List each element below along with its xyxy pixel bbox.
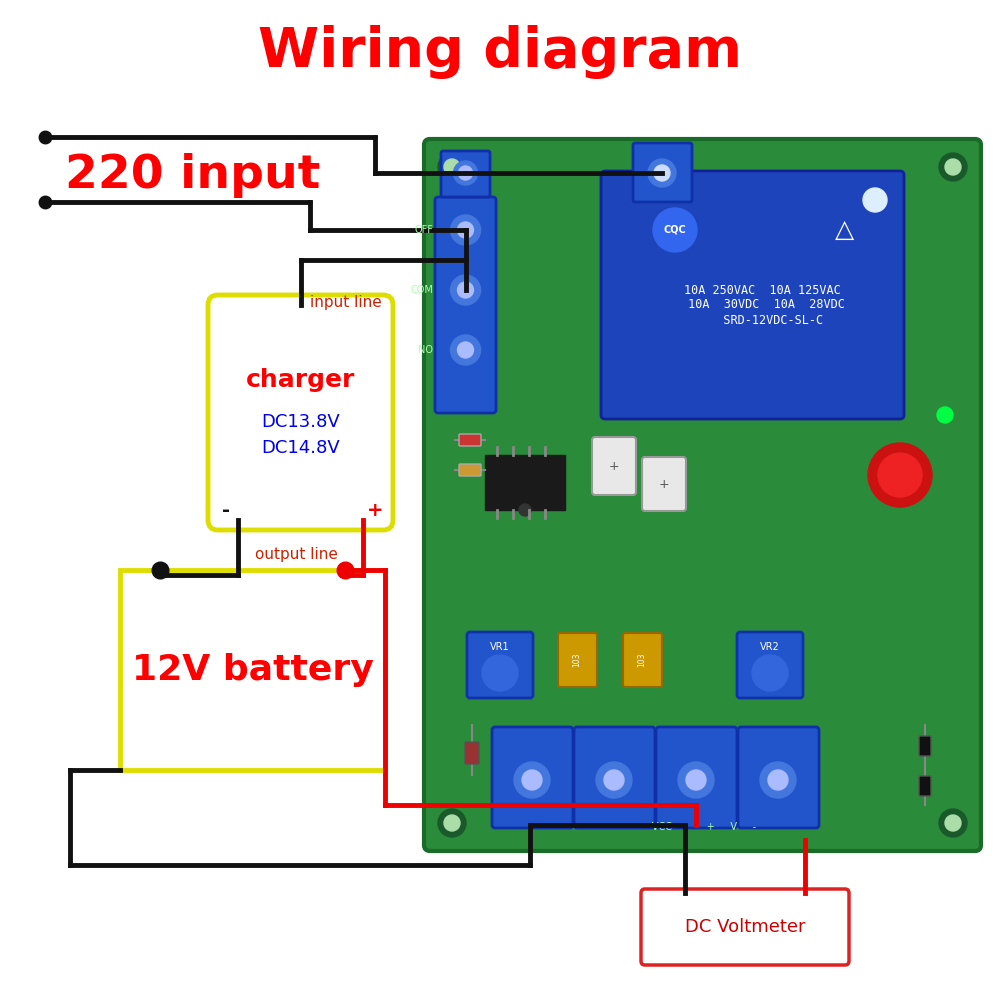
Circle shape <box>752 655 788 691</box>
FancyBboxPatch shape <box>208 295 393 530</box>
Circle shape <box>937 407 953 423</box>
Text: +: + <box>659 478 669 490</box>
Text: DC Voltmeter: DC Voltmeter <box>685 918 805 936</box>
FancyBboxPatch shape <box>601 171 904 419</box>
FancyBboxPatch shape <box>738 727 819 828</box>
Circle shape <box>438 153 466 181</box>
FancyBboxPatch shape <box>737 632 803 698</box>
Text: NO: NO <box>418 345 433 355</box>
Text: 103: 103 <box>638 653 646 667</box>
Circle shape <box>458 282 474 298</box>
Text: charger: charger <box>246 368 355 392</box>
Circle shape <box>868 443 932 507</box>
FancyBboxPatch shape <box>459 464 481 476</box>
Circle shape <box>444 159 460 175</box>
Text: △: △ <box>835 218 855 242</box>
Bar <box>120 570 385 770</box>
Circle shape <box>604 770 624 790</box>
Circle shape <box>438 809 466 837</box>
Text: DC13.8V
DC14.8V: DC13.8V DC14.8V <box>261 413 340 457</box>
Text: +: + <box>609 460 619 473</box>
Circle shape <box>648 159 676 187</box>
Circle shape <box>458 342 474 358</box>
Circle shape <box>654 165 670 181</box>
Text: +: + <box>367 500 383 520</box>
FancyBboxPatch shape <box>642 457 686 511</box>
Circle shape <box>596 762 632 798</box>
Text: COM: COM <box>410 285 433 295</box>
Circle shape <box>939 809 967 837</box>
FancyBboxPatch shape <box>465 742 479 764</box>
FancyBboxPatch shape <box>919 776 931 796</box>
Circle shape <box>945 159 961 175</box>
Text: 10A 250VAC  10A 125VAC
 10A  30VDC  10A  28VDC
   SRD-12VDC-SL-C: 10A 250VAC 10A 125VAC 10A 30VDC 10A 28VD… <box>681 284 844 326</box>
Text: input line: input line <box>310 295 382 310</box>
Text: 12V battery: 12V battery <box>132 653 373 687</box>
Text: 220 input: 220 input <box>65 152 320 198</box>
FancyBboxPatch shape <box>492 727 573 828</box>
Circle shape <box>450 275 480 305</box>
FancyBboxPatch shape <box>441 151 490 197</box>
Text: VR2: VR2 <box>760 642 780 652</box>
Circle shape <box>519 504 531 516</box>
Circle shape <box>450 335 480 365</box>
Text: -VCC-          +     V     -: -VCC- + V - <box>649 822 756 832</box>
FancyBboxPatch shape <box>623 633 662 687</box>
Text: OFF: OFF <box>414 225 433 235</box>
Circle shape <box>878 453 922 497</box>
FancyBboxPatch shape <box>558 633 597 687</box>
FancyBboxPatch shape <box>656 727 737 828</box>
Text: Wiring diagram: Wiring diagram <box>258 25 742 79</box>
Text: VR1: VR1 <box>490 642 510 652</box>
Text: output line: output line <box>255 548 338 562</box>
Circle shape <box>863 188 887 212</box>
FancyBboxPatch shape <box>459 434 481 446</box>
Circle shape <box>768 770 788 790</box>
FancyBboxPatch shape <box>641 889 849 965</box>
Circle shape <box>514 762 550 798</box>
Circle shape <box>450 215 480 245</box>
FancyBboxPatch shape <box>424 139 981 851</box>
FancyBboxPatch shape <box>592 437 636 495</box>
FancyBboxPatch shape <box>919 736 931 756</box>
FancyBboxPatch shape <box>435 197 496 413</box>
Circle shape <box>653 208 697 252</box>
Text: 103: 103 <box>572 653 582 667</box>
Circle shape <box>482 655 518 691</box>
Bar <box>485 455 565 510</box>
Text: -: - <box>222 500 230 520</box>
Circle shape <box>686 770 706 790</box>
Circle shape <box>454 161 478 185</box>
Circle shape <box>458 166 473 180</box>
FancyBboxPatch shape <box>574 727 655 828</box>
Circle shape <box>458 222 474 238</box>
Circle shape <box>444 815 460 831</box>
Circle shape <box>945 815 961 831</box>
FancyBboxPatch shape <box>467 632 533 698</box>
Circle shape <box>939 153 967 181</box>
Text: CQC: CQC <box>664 225 686 235</box>
Circle shape <box>760 762 796 798</box>
Circle shape <box>522 770 542 790</box>
FancyBboxPatch shape <box>633 143 692 202</box>
Circle shape <box>678 762 714 798</box>
